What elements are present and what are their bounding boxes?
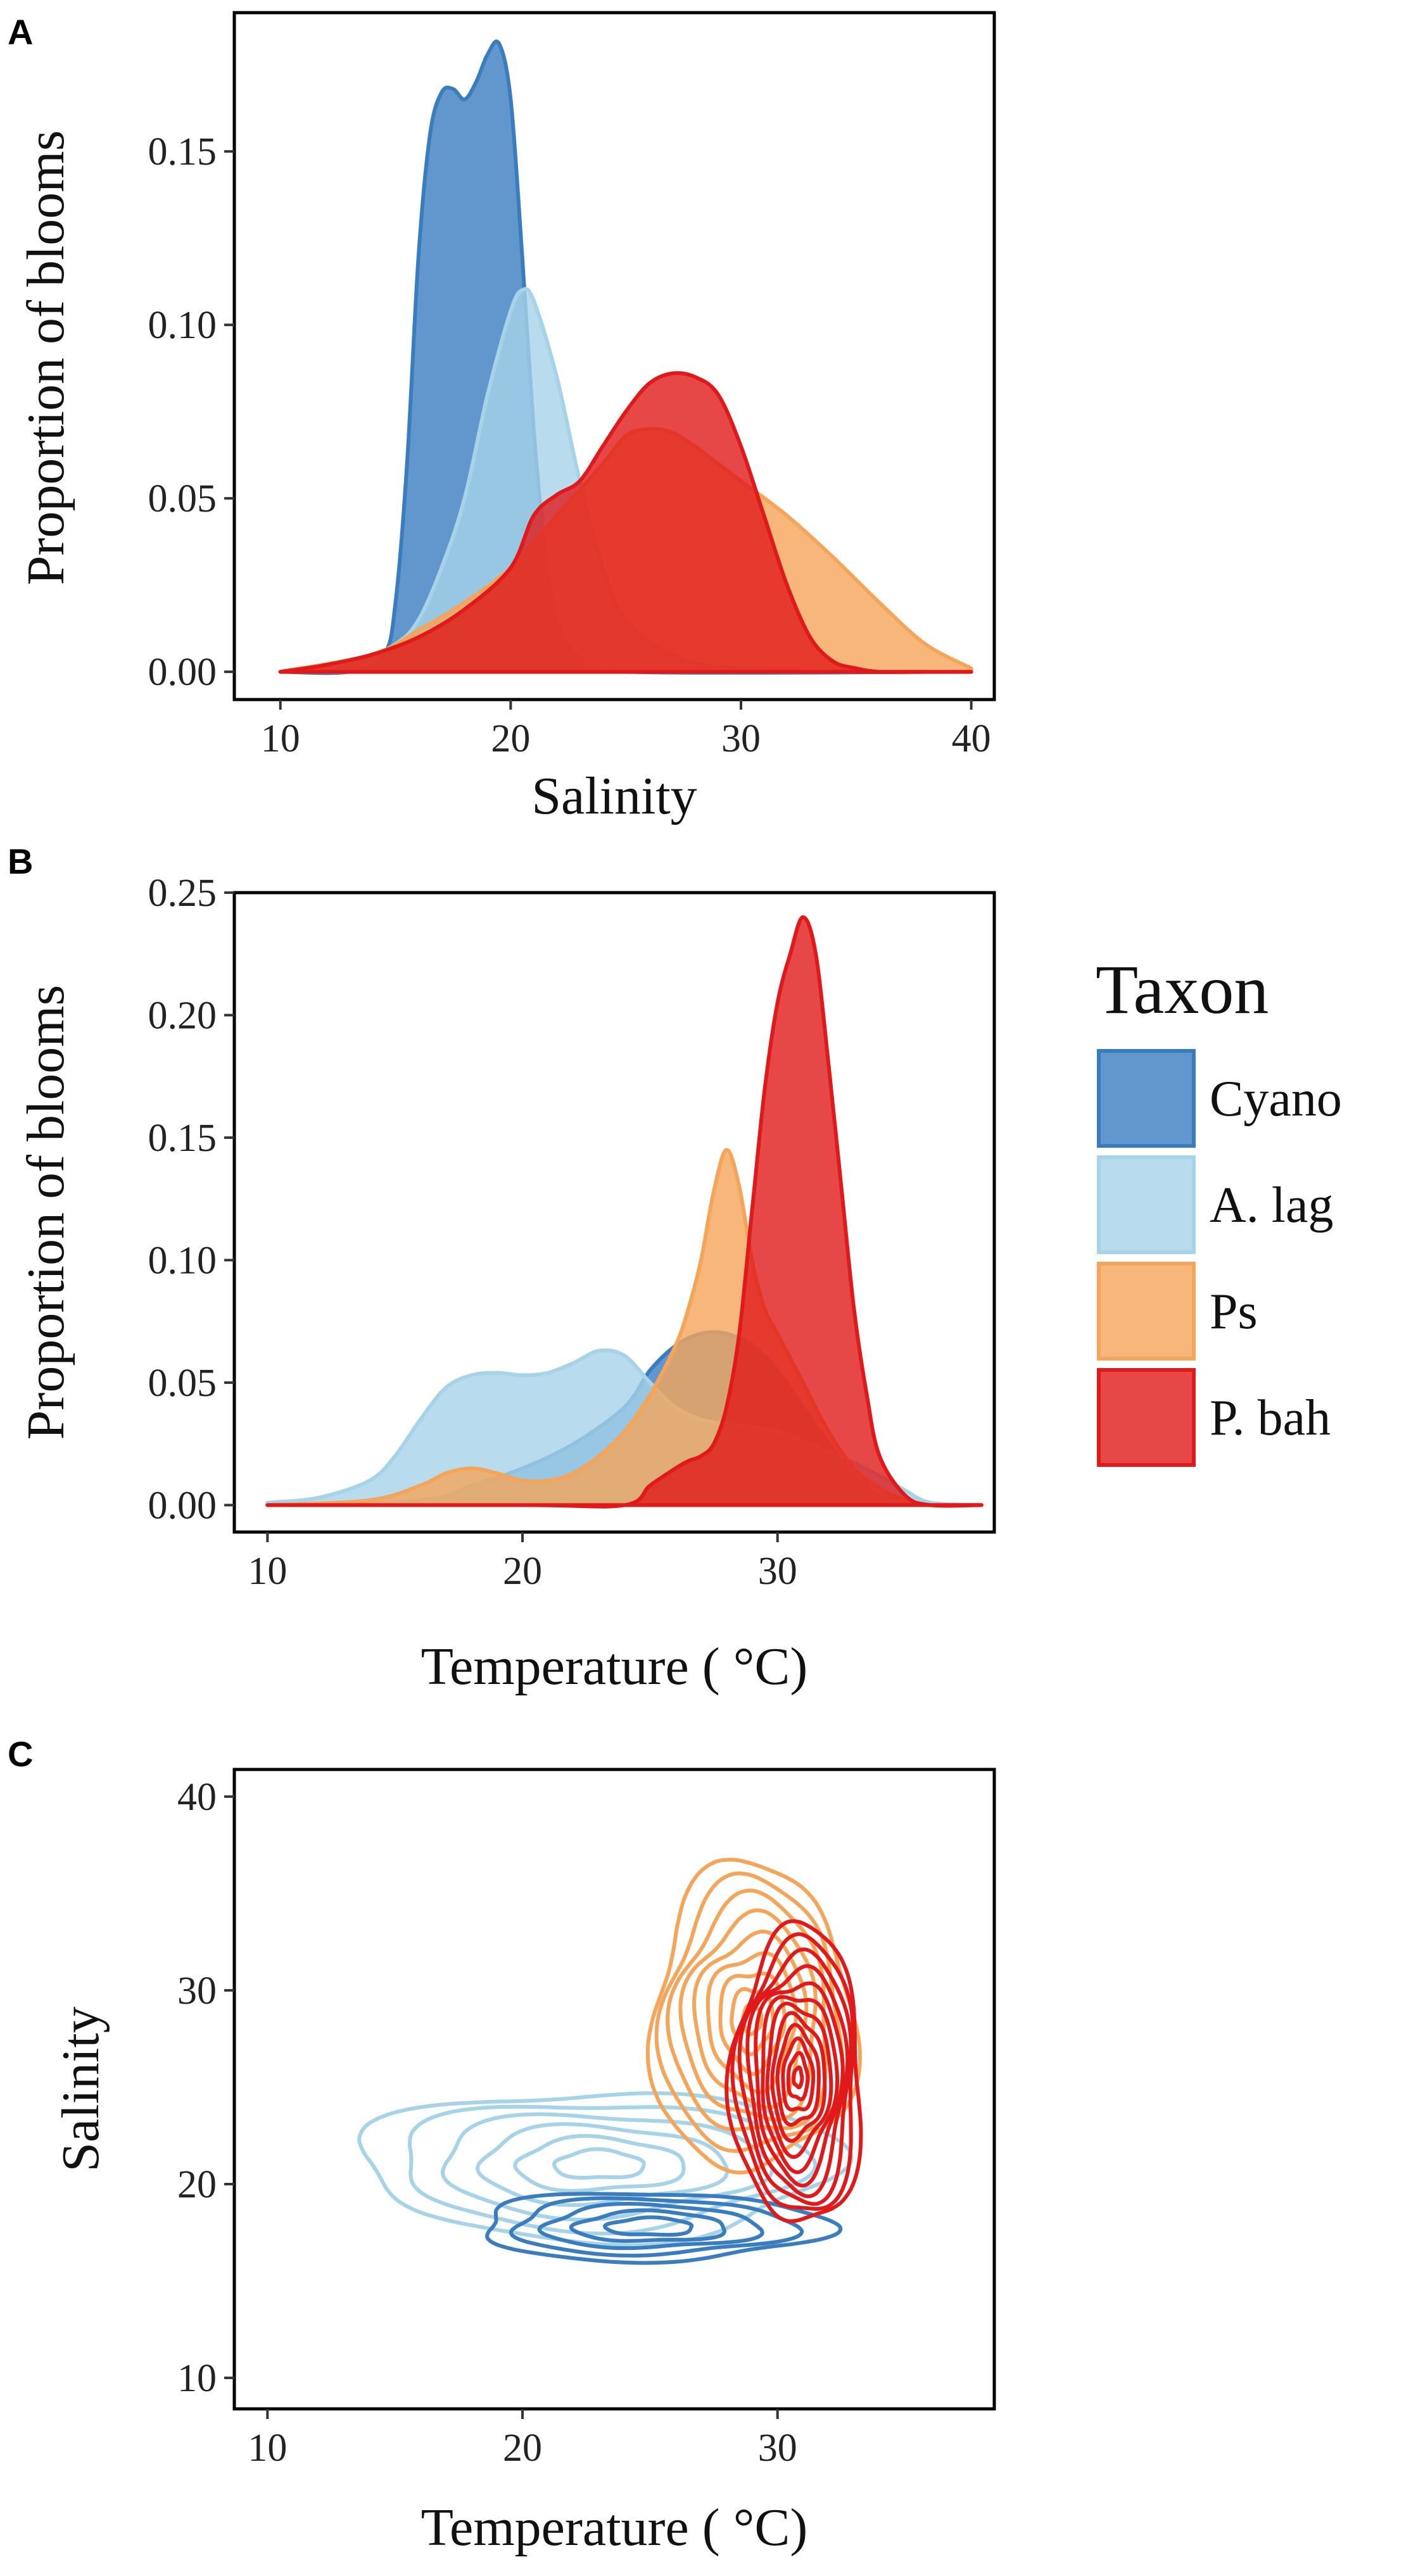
panel-b-frame xyxy=(232,891,996,1534)
panel-a-series xyxy=(278,39,973,675)
panel-c-axes: 10 20 30 10 20 30 40 xyxy=(177,1776,797,2470)
legend-label-ps: Ps xyxy=(1210,1284,1258,1340)
panel-a-ylabel: Proportion of blooms xyxy=(16,130,75,586)
contour-a-lag xyxy=(513,2133,686,2193)
panel-b-xtick-label: 30 xyxy=(758,1550,797,1593)
contour-a-lag xyxy=(357,2091,854,2247)
contour-p-bah xyxy=(737,1947,853,2206)
contour-ps xyxy=(654,1871,845,2153)
contour-a-lag xyxy=(440,2112,774,2222)
panel-b-letter: B xyxy=(8,841,33,881)
panel-b-xtick-label: 10 xyxy=(248,1550,287,1593)
legend-swatch-a-lag xyxy=(1097,1155,1196,1254)
panel-a-axes: 10 20 30 40 0.00 0.05 0.10 0.15 xyxy=(148,130,991,760)
panel-a: A 10 20 30 40 0.00 0.05 0.10 0.15 Salinity Prop… xyxy=(8,11,996,826)
contour-p-bah xyxy=(770,2011,827,2143)
panel-c-ytick-label: 30 xyxy=(177,1970,217,2013)
contour-p-bah xyxy=(761,1995,840,2175)
contour-ps xyxy=(678,1908,818,2122)
contour-p-bah xyxy=(730,1932,856,2211)
legend: Taxon Cyano A. lag Ps P. bah xyxy=(1096,951,1342,1467)
panel-c-ytick-label: 10 xyxy=(177,2357,217,2400)
legend-swatch-cyano xyxy=(1097,1049,1196,1148)
contour-p-bah xyxy=(786,2051,810,2102)
density-area-p-bah xyxy=(278,371,973,674)
contour-p-bah xyxy=(775,2023,821,2127)
legend-swatch-p-bah xyxy=(1097,1368,1196,1467)
contour-cyano xyxy=(509,2196,804,2258)
panel-b-axes: 10 20 30 0.00 0.05 0.10 0.15 0.20 0.25 xyxy=(148,872,797,1593)
panel-c-frame xyxy=(232,1768,996,2411)
panel-b-ytick-label: 0.10 xyxy=(148,1239,217,1282)
panel-c-ylabel: Salinity xyxy=(51,2006,110,2171)
panel-a-xtick-label: 40 xyxy=(952,717,991,760)
panel-b-ytick-label: 0.00 xyxy=(148,1484,217,1527)
panel-c-letter: C xyxy=(8,1734,33,1774)
panel-b-xlabel: Temperature ( °C) xyxy=(421,1637,808,1696)
contour-ps xyxy=(666,1888,828,2132)
panel-b: B 10 20 30 0.00 0.05 0.10 0.15 0.20 0.25 Tempera… xyxy=(8,841,996,1696)
contour-ps xyxy=(692,1930,809,2110)
panel-c-series xyxy=(357,1857,863,2265)
panel-a-xtick-label: 10 xyxy=(261,717,300,760)
panel-a-xtick-label: 20 xyxy=(491,717,530,760)
panel-a-letter: A xyxy=(8,12,33,52)
panel-a-frame xyxy=(232,11,996,701)
panel-c-xlabel: Temperature ( °C) xyxy=(421,2498,808,2557)
panel-b-ylabel: Proportion of blooms xyxy=(16,985,75,1440)
panel-b-series xyxy=(265,915,984,1509)
panel-a-xlabel: Salinity xyxy=(531,767,697,826)
legend-items: Cyano A. lag Ps P. bah xyxy=(1097,1049,1342,1467)
contour-cyano xyxy=(485,2192,843,2265)
contour-p-bah xyxy=(724,1919,863,2223)
legend-swatch-ps xyxy=(1097,1262,1196,1360)
contour-ps xyxy=(645,1857,862,2175)
panel-c-ytick-label: 40 xyxy=(177,1776,217,1819)
panel-b-ytick-label: 0.05 xyxy=(148,1362,217,1405)
contour-p-bah xyxy=(792,2065,804,2090)
panel-b-ytick-label: 0.25 xyxy=(148,872,217,915)
legend-label-p-bah: P. bah xyxy=(1210,1390,1331,1446)
legend-label-cyano: Cyano xyxy=(1210,1071,1342,1127)
legend-label-a-lag: A. lag xyxy=(1210,1178,1334,1233)
panel-b-ytick-label: 0.15 xyxy=(148,1117,217,1160)
contour-p-bah xyxy=(765,2001,833,2159)
contour-p-bah xyxy=(781,2036,816,2112)
legend-title: Taxon xyxy=(1096,951,1269,1028)
contour-cyano xyxy=(569,2208,727,2243)
panel-a-ytick-label: 0.10 xyxy=(148,304,217,347)
contour-cyano xyxy=(602,2215,694,2237)
panel-b-xtick-label: 20 xyxy=(503,1550,542,1593)
panel-a-xtick-label: 30 xyxy=(721,717,761,760)
panel-c-xtick-label: 20 xyxy=(503,2427,542,2470)
panel-a-ytick-label: 0.05 xyxy=(148,477,217,520)
panel-c-xtick-label: 30 xyxy=(758,2427,797,2470)
contour-p-bah xyxy=(745,1964,850,2199)
panel-a-ytick-label: 0.00 xyxy=(148,651,217,694)
contour-cyano xyxy=(537,2202,764,2251)
panel-c: C 10 20 30 10 20 30 40 Temperature ( °C) Salin… xyxy=(8,1734,996,2557)
panel-a-ytick-label: 0.15 xyxy=(148,130,217,173)
density-area-p-bah xyxy=(265,915,984,1509)
contour-p-bah xyxy=(754,1981,845,2188)
contour-a-lag xyxy=(552,2147,646,2180)
panel-c-xtick-label: 10 xyxy=(248,2427,287,2470)
panel-c-ytick-label: 20 xyxy=(177,2163,217,2206)
panel-b-ytick-label: 0.20 xyxy=(148,994,217,1037)
